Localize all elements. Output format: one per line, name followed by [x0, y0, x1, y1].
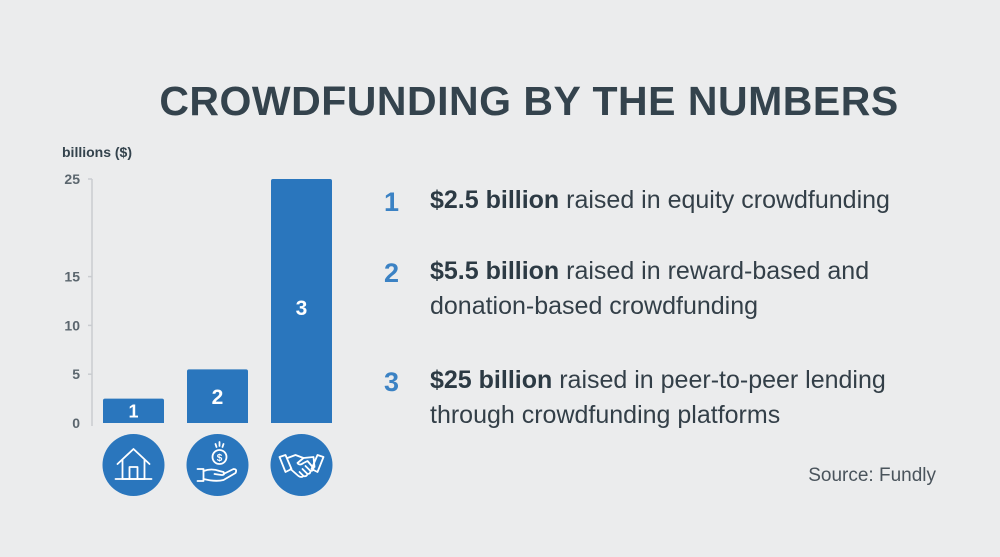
house-icon	[102, 434, 165, 496]
svg-text:$: $	[217, 453, 223, 464]
y-tick-label: 15	[64, 269, 80, 285]
stat-description: raised in equity crowdfunding	[559, 186, 890, 214]
hand-coin-icon: $	[186, 434, 249, 496]
bar-label: 2	[212, 386, 224, 409]
stat-number: 2	[384, 258, 400, 288]
bar	[271, 179, 332, 423]
stat-description: raised in reward-based and donation-base…	[430, 257, 870, 320]
y-tick-label: 0	[72, 415, 80, 431]
bar-label: 1	[128, 402, 138, 422]
y-tick-label: 10	[64, 317, 80, 333]
bar-label: 3	[296, 297, 308, 320]
bar	[103, 398, 164, 423]
stat-number: 3	[384, 367, 400, 397]
stat-amount: $5.5 billion	[430, 257, 560, 285]
stat-amount: $2.5 billion	[430, 186, 560, 214]
y-axis-label: billions ($)	[62, 144, 132, 160]
handshake-icon	[270, 434, 333, 496]
y-tick-label: 5	[72, 366, 80, 382]
y-tick-label: 25	[64, 171, 80, 187]
bar-chart: billions ($) 0 5 10 15 25 1 2 3 $	[62, 144, 333, 496]
page-title: CROWDFUNDING BY THE NUMBERS	[159, 78, 899, 124]
source-note: Source: Fundly	[808, 465, 936, 486]
bar	[187, 369, 248, 423]
stat-amount: $25 billion	[430, 366, 553, 394]
stat-description: raised in peer-to-peer lending through c…	[430, 366, 886, 429]
stat-number: 1	[384, 187, 400, 217]
